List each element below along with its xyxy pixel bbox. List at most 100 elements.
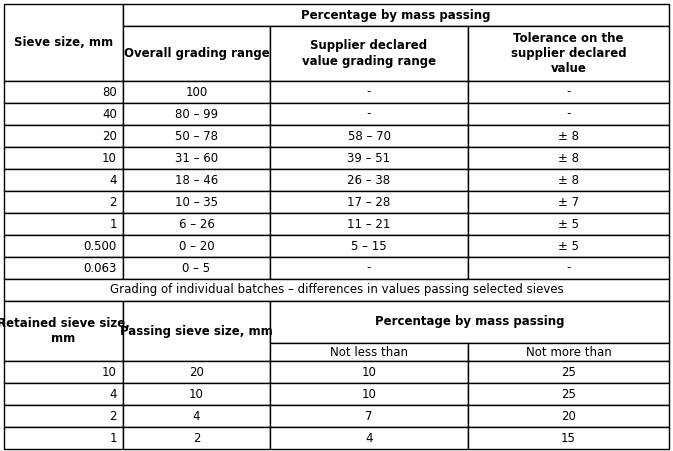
- Bar: [270, 235, 468, 257]
- Text: Tolerance on the
supplier declared
value: Tolerance on the supplier declared value: [511, 32, 627, 75]
- Text: 0 – 20: 0 – 20: [179, 239, 214, 253]
- Text: -: -: [566, 262, 571, 275]
- Text: 10: 10: [189, 387, 204, 400]
- Bar: [123, 81, 270, 103]
- Text: Not less than: Not less than: [330, 345, 408, 359]
- Bar: [4, 103, 123, 125]
- Text: 10: 10: [361, 365, 376, 378]
- Text: 2: 2: [192, 432, 201, 445]
- Text: -: -: [367, 86, 371, 98]
- Text: 50 – 78: 50 – 78: [175, 129, 218, 143]
- Text: -: -: [367, 107, 371, 120]
- Text: 80: 80: [102, 86, 117, 98]
- Bar: [4, 279, 669, 301]
- Text: -: -: [566, 86, 571, 98]
- Text: 10: 10: [102, 152, 117, 165]
- Text: 40: 40: [102, 107, 117, 120]
- Text: Grading of individual batches – differences in values passing selected sieves: Grading of individual batches – differen…: [110, 284, 563, 296]
- Text: ± 5: ± 5: [558, 239, 579, 253]
- Bar: [123, 405, 270, 427]
- Text: 15: 15: [561, 432, 576, 445]
- Bar: [270, 26, 468, 81]
- Bar: [4, 125, 123, 147]
- Text: 7: 7: [365, 410, 373, 423]
- Text: 6 – 26: 6 – 26: [178, 217, 215, 230]
- Text: 20: 20: [561, 410, 576, 423]
- Bar: [123, 191, 270, 213]
- Text: 4: 4: [192, 410, 201, 423]
- Bar: [468, 257, 669, 279]
- Bar: [468, 147, 669, 169]
- Bar: [468, 405, 669, 427]
- Text: 11 – 21: 11 – 21: [347, 217, 391, 230]
- Bar: [270, 169, 468, 191]
- Bar: [123, 383, 270, 405]
- Text: ± 5: ± 5: [558, 217, 579, 230]
- Text: Supplier declared
value grading range: Supplier declared value grading range: [302, 40, 436, 68]
- Text: Passing sieve size, mm: Passing sieve size, mm: [120, 325, 273, 337]
- Text: 10: 10: [361, 387, 376, 400]
- Bar: [270, 257, 468, 279]
- Bar: [123, 103, 270, 125]
- Bar: [468, 361, 669, 383]
- Bar: [468, 191, 669, 213]
- Text: ± 8: ± 8: [558, 174, 579, 187]
- Bar: [123, 257, 270, 279]
- Text: 5 – 15: 5 – 15: [351, 239, 387, 253]
- Text: 2: 2: [110, 195, 117, 208]
- Bar: [270, 343, 468, 361]
- Text: 39 – 51: 39 – 51: [347, 152, 390, 165]
- Bar: [4, 301, 123, 361]
- Text: ± 8: ± 8: [558, 129, 579, 143]
- Bar: [270, 361, 468, 383]
- Bar: [123, 301, 270, 361]
- Bar: [270, 81, 468, 103]
- Bar: [468, 343, 669, 361]
- Text: 18 – 46: 18 – 46: [175, 174, 218, 187]
- Bar: [468, 125, 669, 147]
- Text: Percentage by mass passing: Percentage by mass passing: [302, 9, 491, 22]
- Bar: [4, 81, 123, 103]
- Bar: [4, 4, 123, 81]
- Bar: [270, 191, 468, 213]
- Bar: [123, 169, 270, 191]
- Bar: [4, 405, 123, 427]
- Bar: [270, 427, 468, 449]
- Text: 25: 25: [561, 365, 576, 378]
- Text: 20: 20: [102, 129, 117, 143]
- Text: 80 – 99: 80 – 99: [175, 107, 218, 120]
- Bar: [468, 383, 669, 405]
- Bar: [270, 213, 468, 235]
- Text: 100: 100: [185, 86, 208, 98]
- Text: Overall grading range: Overall grading range: [124, 47, 269, 60]
- Text: 2: 2: [110, 410, 117, 423]
- Bar: [468, 427, 669, 449]
- Text: -: -: [367, 262, 371, 275]
- Bar: [4, 427, 123, 449]
- Bar: [468, 81, 669, 103]
- Bar: [270, 405, 468, 427]
- Text: 0.063: 0.063: [83, 262, 117, 275]
- Text: 4: 4: [365, 432, 373, 445]
- Text: 10: 10: [102, 365, 117, 378]
- Bar: [468, 235, 669, 257]
- Bar: [4, 213, 123, 235]
- Bar: [123, 147, 270, 169]
- Bar: [4, 191, 123, 213]
- Bar: [468, 213, 669, 235]
- Bar: [123, 213, 270, 235]
- Text: Not more than: Not more than: [526, 345, 611, 359]
- Text: 1: 1: [110, 432, 117, 445]
- Text: 17 – 28: 17 – 28: [347, 195, 390, 208]
- Text: 4: 4: [110, 387, 117, 400]
- Bar: [4, 169, 123, 191]
- Text: 4: 4: [110, 174, 117, 187]
- Text: Percentage by mass passing: Percentage by mass passing: [375, 316, 564, 328]
- Text: 26 – 38: 26 – 38: [347, 174, 390, 187]
- Bar: [4, 147, 123, 169]
- Bar: [123, 26, 270, 81]
- Bar: [270, 301, 669, 343]
- Bar: [468, 169, 669, 191]
- Bar: [270, 103, 468, 125]
- Bar: [270, 147, 468, 169]
